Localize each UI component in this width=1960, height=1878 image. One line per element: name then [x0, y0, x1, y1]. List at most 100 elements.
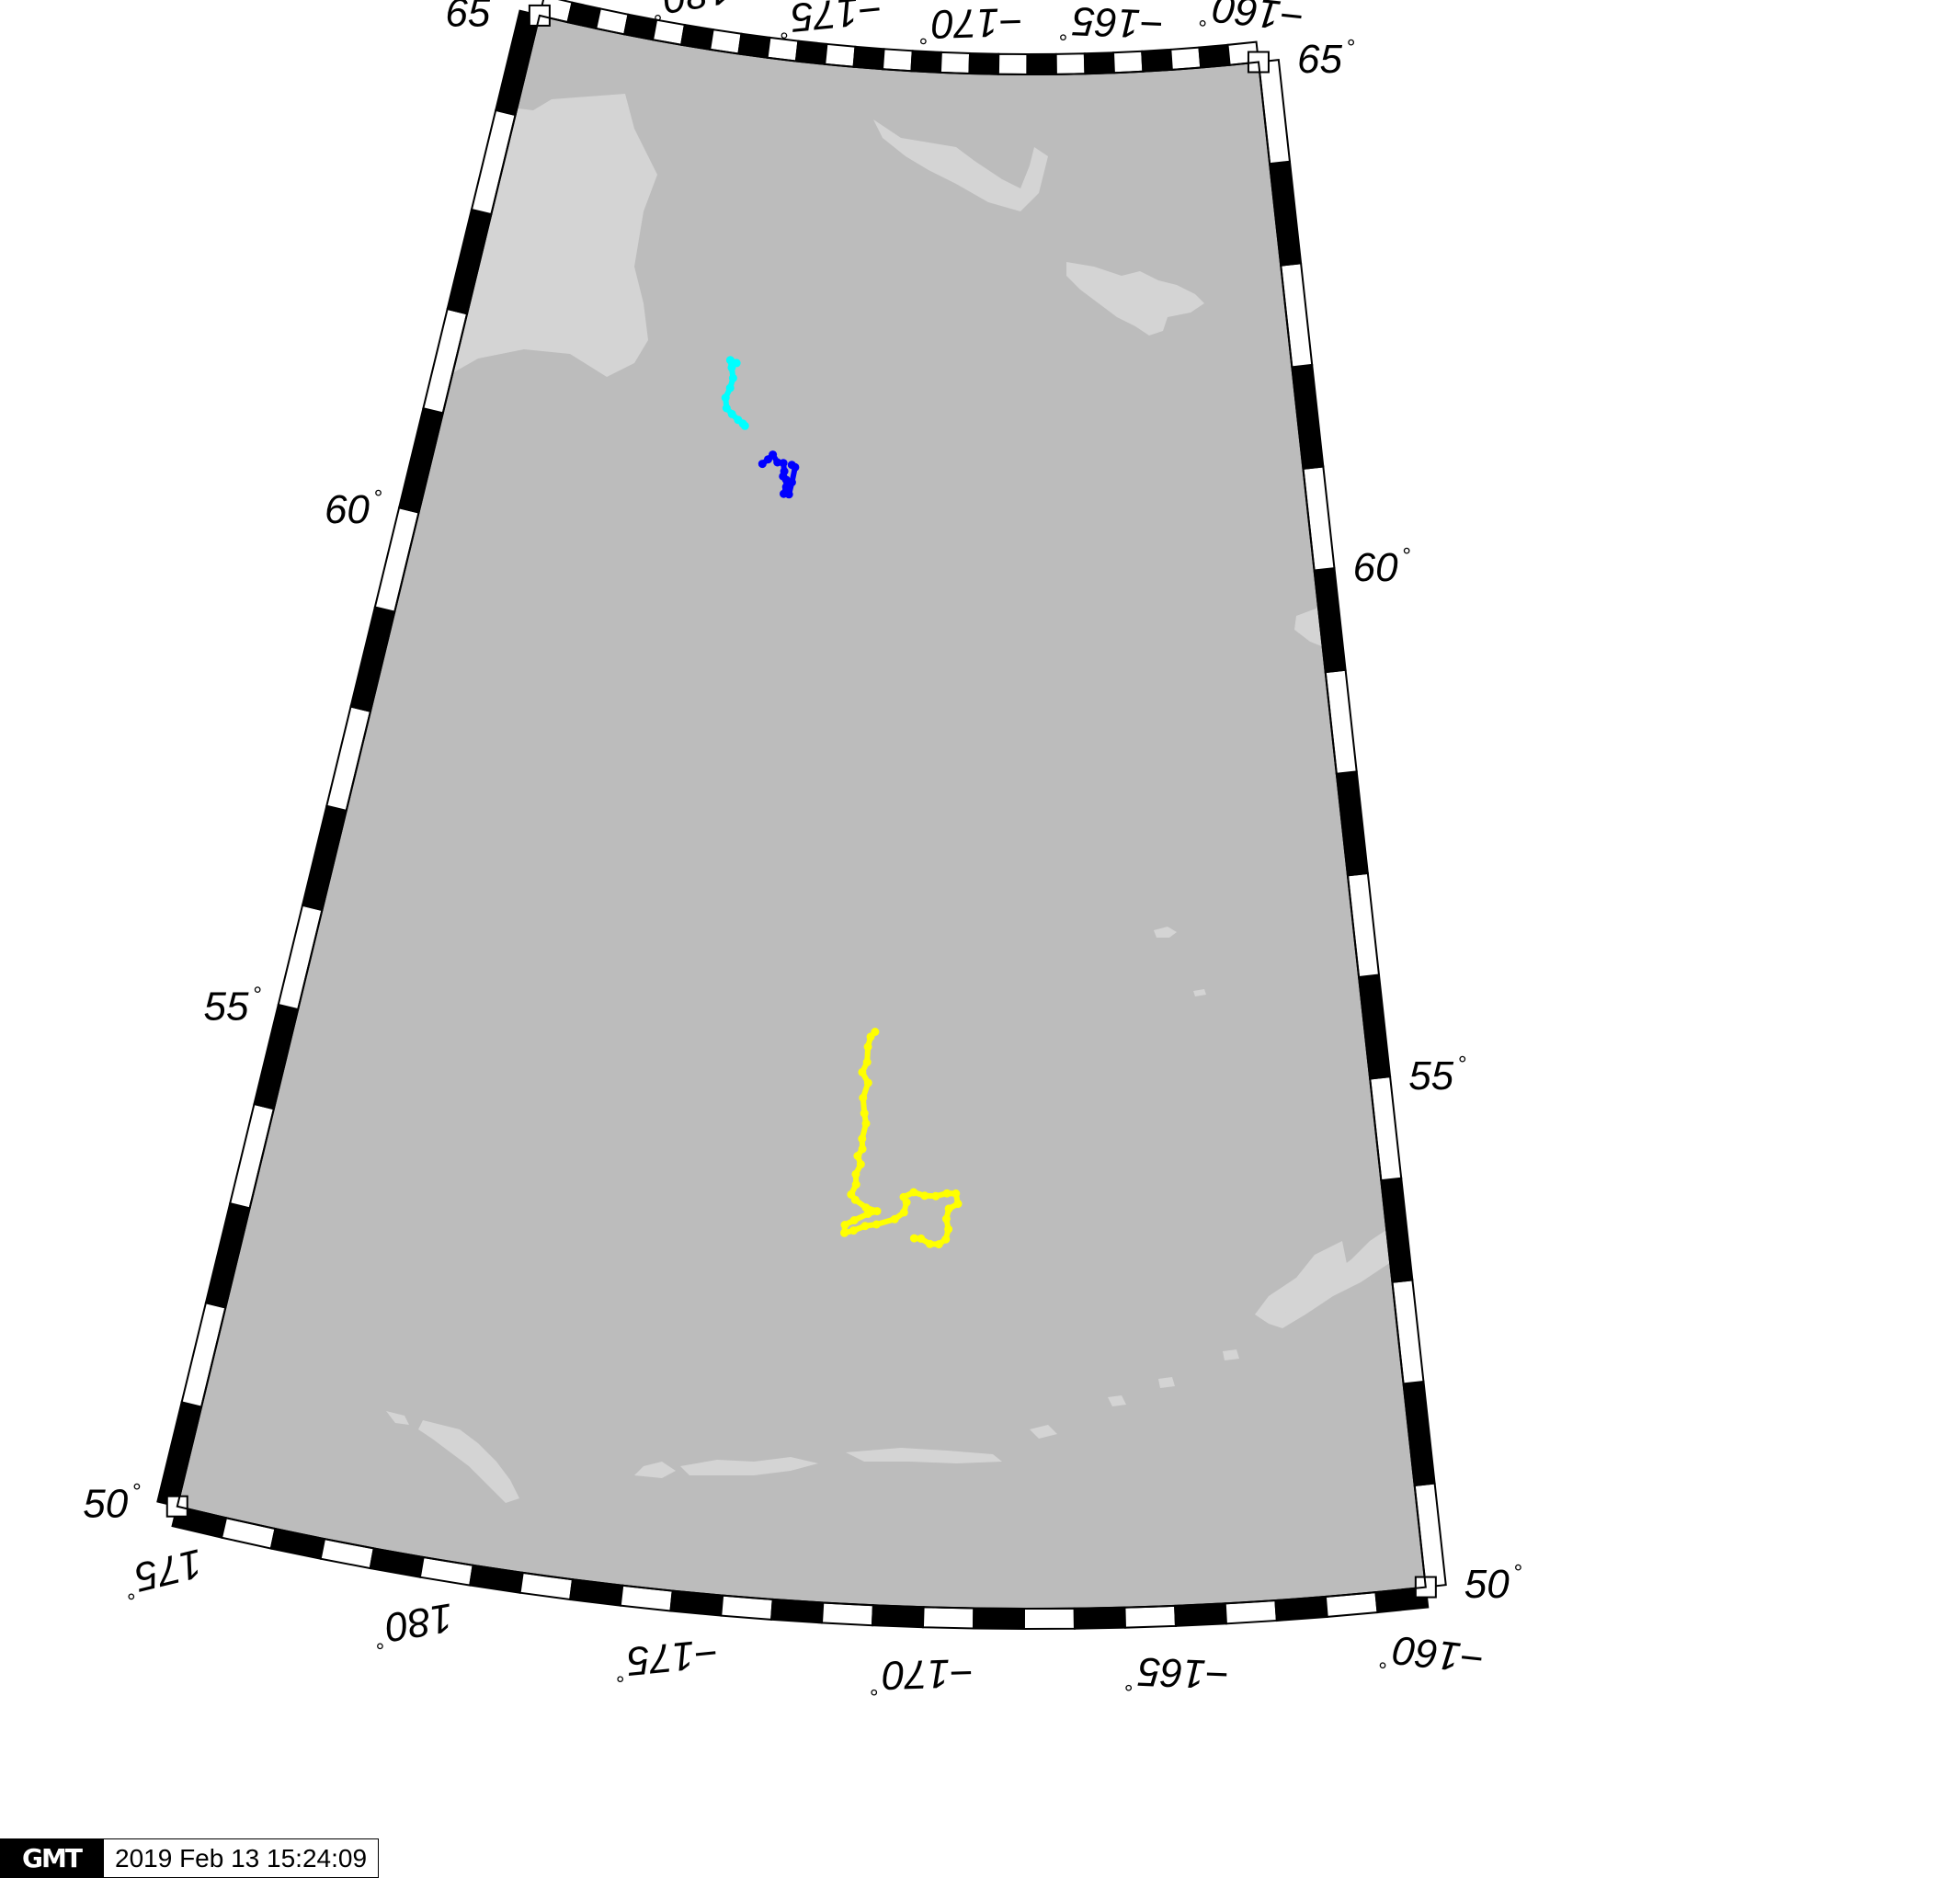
lon-label-bottom: −160°: [1378, 1625, 1487, 1682]
drifter-point: [952, 1189, 961, 1198]
map-frame: [156, 0, 1447, 1630]
seward-peninsula: [1301, 106, 1426, 276]
lat-label-right: 55 °: [1408, 1053, 1466, 1098]
drifter-point: [769, 450, 778, 460]
lat-label-right: 65 °: [1297, 36, 1355, 82]
lat-label-left: 55 °: [204, 983, 262, 1029]
unalaska-island: [1255, 1241, 1347, 1324]
frame-segment: [997, 52, 1029, 76]
drifter-point: [941, 1214, 951, 1224]
lon-label-bottom: 175°: [118, 1540, 207, 1604]
drifter-point: [863, 1078, 872, 1087]
frame-segment: [1141, 48, 1173, 73]
drifter-point: [784, 490, 793, 499]
drifter-point: [851, 1180, 860, 1189]
alaska-mainland: [1351, 211, 1426, 791]
svg-text:−175°: −175°: [776, 0, 884, 42]
drifter-point: [787, 461, 796, 470]
drifter-point: [944, 1204, 953, 1213]
drifter-point: [850, 1195, 860, 1204]
frame-segment: [881, 48, 914, 73]
lon-label-top: −160°: [1198, 0, 1306, 40]
svg-text:60°: 60 °: [1353, 544, 1411, 590]
drifter-point: [722, 404, 731, 413]
drifter-tracks: [721, 356, 963, 1249]
adak-islands: [680, 1457, 818, 1475]
lon-label-bottom: −175°: [612, 1630, 721, 1686]
frame-segment: [1073, 1606, 1127, 1630]
frame-segment: [820, 1601, 874, 1627]
lon-label-bottom: 180°: [370, 1594, 457, 1653]
drifter-point: [861, 1203, 871, 1212]
drifter-point: [863, 1210, 872, 1218]
drifter-point: [890, 1214, 899, 1224]
drifter-point: [849, 1216, 859, 1224]
frame-segment: [1174, 1602, 1227, 1627]
lat-label-right: 50 °: [1464, 1561, 1522, 1607]
drifter-point: [858, 1067, 867, 1076]
gmt-logo: GMT: [0, 1838, 103, 1878]
lon-label-top: −165°: [1059, 0, 1165, 48]
frame-outline: [176, 14, 1427, 1610]
map-body: [177, 15, 1508, 1609]
st-lawrence-island: [1066, 262, 1204, 336]
svg-text:55°: 55 °: [204, 983, 262, 1029]
drifter-point: [725, 356, 735, 365]
frame-segment: [910, 50, 942, 74]
frame-segment: [1111, 50, 1145, 74]
drifter-point: [787, 478, 796, 487]
chukotka-cape: [873, 120, 1048, 211]
drifter-point: [861, 1119, 871, 1128]
svg-text:55°: 55 °: [1408, 1053, 1466, 1098]
drifter-point: [872, 1207, 882, 1216]
drifter-point: [931, 1191, 940, 1201]
svg-text:50°: 50 °: [1464, 1561, 1522, 1607]
drifter-point: [872, 1220, 881, 1229]
frame-segment: [921, 1606, 975, 1630]
svg-text:−170°: −170°: [918, 0, 1024, 48]
lon-label-top: 180°: [647, 0, 735, 25]
near-islands: [418, 1420, 519, 1503]
frame-segment: [1054, 52, 1087, 75]
drifter-point: [917, 1234, 926, 1243]
drifter-point: [953, 1200, 963, 1209]
drifter-point: [721, 393, 730, 403]
map-canvas: 175°180°−175°−170°−165°−160°175°180°−175…: [83, 0, 1522, 1700]
frame-segment: [939, 51, 972, 75]
timestamp-text: 2019 Feb 13 15:24:09: [103, 1838, 380, 1878]
drifter-point: [727, 363, 736, 372]
lat-label-left: 60 °: [325, 486, 382, 532]
frame-segment: [1026, 52, 1057, 76]
svg-text:−165°: −165°: [1059, 0, 1165, 48]
svg-text:175°: 175°: [118, 1540, 207, 1604]
drifter-point: [863, 1042, 872, 1052]
drifter-point: [853, 1152, 862, 1160]
drifter-point: [727, 409, 736, 418]
st-paul-island: [1154, 927, 1177, 938]
frame-segment: [968, 51, 1000, 75]
drifter-point: [860, 1109, 869, 1118]
drifter-point: [899, 1192, 908, 1201]
drifter-point: [858, 1144, 867, 1154]
frame-labels: 175°180°−175°−170°−165°−160°175°180°−175…: [83, 0, 1522, 1700]
drifter-point: [909, 1188, 918, 1197]
lat-label-left: 50 °: [83, 1480, 141, 1526]
drifter-point: [840, 1228, 849, 1237]
frame-segment: [1083, 51, 1115, 75]
drifter-point: [740, 421, 749, 430]
lat-label-right: 60 °: [1353, 544, 1411, 590]
drifter-point: [934, 1240, 943, 1249]
drifter-point: [899, 1208, 908, 1217]
drifter-point: [909, 1234, 918, 1243]
frame-segment: [824, 42, 857, 68]
lon-label-top: −175°: [776, 0, 884, 42]
unimak-island: [1471, 1149, 1508, 1181]
drifter-point: [725, 383, 735, 393]
svg-text:180°: 180°: [647, 0, 735, 25]
drifter-point: [860, 1222, 870, 1231]
frame-segment: [852, 45, 885, 71]
drifter-point: [856, 1160, 865, 1169]
islands-mid-aleutians: [1108, 1349, 1239, 1406]
andreanof-islands: [846, 1448, 1002, 1463]
drifter-point: [779, 459, 788, 468]
